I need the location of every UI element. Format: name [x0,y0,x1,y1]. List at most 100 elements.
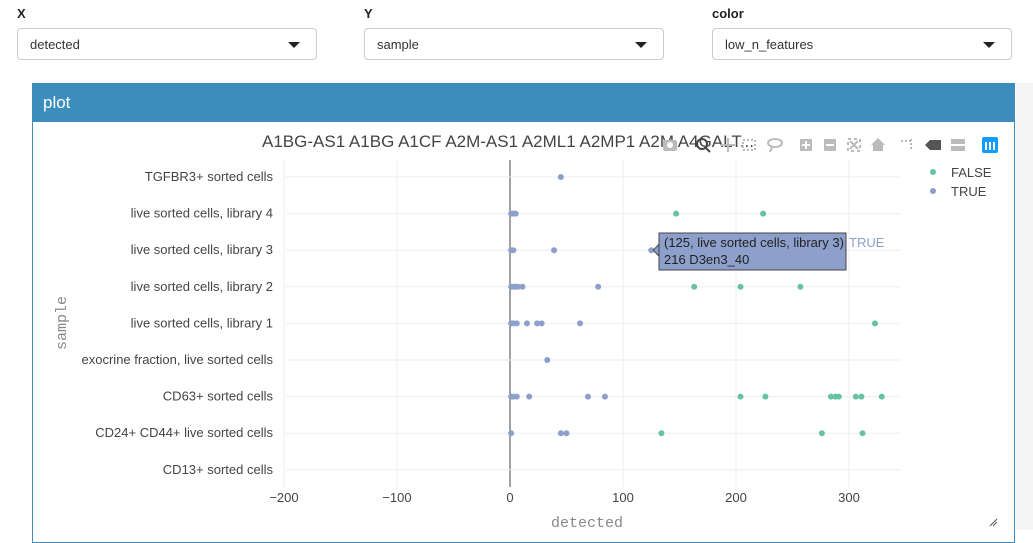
y-tick-label: CD13+ sorted cells [163,462,274,477]
data-point[interactable] [737,393,744,400]
data-point[interactable] [534,320,541,327]
grid-lines [283,160,900,487]
hover-tooltip: (125, live sorted cells, library 3) 216 … [652,232,885,271]
autoscale-icon[interactable] [847,138,861,152]
camera-icon[interactable] [663,140,677,151]
color-label: color [712,6,744,21]
data-points[interactable] [508,174,885,437]
data-point[interactable] [557,174,564,180]
data-point[interactable] [852,393,859,400]
y-tick-label: CD63+ sorted cells [163,389,274,404]
x-tick-label: −200 [269,490,298,505]
tooltip-line2: 216 D3en3_40 [664,252,749,267]
x-label: X [17,6,26,21]
data-point[interactable] [584,393,591,400]
chevron-down-icon [983,42,995,48]
x-select-value: detected [30,37,80,52]
y-select-value: sample [377,37,419,52]
data-point[interactable] [508,430,515,437]
scatter-chart[interactable]: A1BG-AS1 A1BG A1CF A2M-AS1 A2ML1 A2MP1 A… [0,0,1033,530]
data-point[interactable] [648,247,655,254]
x-tick-label: 0 [506,490,513,505]
data-point[interactable] [595,283,602,290]
data-point[interactable] [691,283,698,290]
x-tick-labels: −200 −100 0 100 200 300 [269,490,860,505]
legend-marker[interactable] [930,188,936,194]
x-axis-title: detected [551,515,623,530]
data-point[interactable] [513,393,520,400]
tooltip-box [658,232,847,271]
data-point[interactable] [859,430,866,437]
legend-label[interactable]: TRUE [951,184,987,199]
y-axis-title: sample [54,296,71,350]
data-point[interactable] [514,283,521,290]
color-select-value: low_n_features [725,37,814,52]
y-tick-label: CD24+ CD44+ live sorted cells [95,425,273,440]
data-point[interactable] [673,210,680,217]
data-point[interactable] [818,430,825,437]
resize-handle-icon[interactable] [988,517,998,527]
reset-axes-icon[interactable] [871,138,885,151]
legend-label[interactable]: FALSE [951,165,992,180]
chevron-down-icon [635,42,647,48]
data-point[interactable] [878,393,885,400]
tooltip-series: TRUE [849,235,885,250]
data-point[interactable] [538,320,545,327]
chevron-down-icon [288,42,300,48]
data-point[interactable] [601,393,608,400]
tooltip-line1: (125, live sorted cells, library 3) [664,235,844,250]
y-tick-label: exocrine fraction, live sorted cells [82,352,274,367]
y-tick-label: live sorted cells, library 3 [131,242,273,257]
data-point[interactable] [519,283,526,290]
data-point[interactable] [513,320,520,327]
modebar [663,137,998,153]
y-tick-label: live sorted cells, library 4 [131,206,273,221]
pan-icon[interactable] [721,138,735,152]
data-point[interactable] [526,393,533,400]
data-point[interactable] [544,357,551,363]
legend[interactable]: FALSE TRUE [930,165,992,199]
x-tick-label: 100 [612,490,634,505]
hover-compare-icon[interactable] [951,139,965,151]
data-point[interactable] [827,393,834,400]
legend-marker[interactable] [930,169,936,175]
y-select[interactable]: sample [364,28,664,60]
plotly-logo-icon[interactable] [982,137,998,153]
tooltip-arrow [652,242,660,258]
zoom-icon[interactable] [696,138,711,153]
y-tick-label: TGFBR3+ sorted cells [145,169,274,184]
data-point[interactable] [871,320,878,327]
panel-title: plot [33,84,1014,122]
x-tick-label: 300 [838,490,860,505]
data-point[interactable] [762,393,769,400]
data-point[interactable] [760,210,767,217]
zoom-out-icon[interactable] [824,139,836,151]
chart-title: A1BG-AS1 A1BG A1CF A2M-AS1 A2ML1 A2MP1 A… [262,132,754,151]
page-scrollbar[interactable] [1016,83,1033,530]
zoom-in-icon[interactable] [800,139,812,151]
data-point[interactable] [858,393,865,400]
data-point[interactable] [523,320,530,327]
x-select[interactable]: detected [17,28,317,60]
x-tick-label: 200 [725,490,747,505]
data-point[interactable] [797,283,804,290]
data-point[interactable] [658,430,665,437]
lasso-icon[interactable] [767,138,783,153]
color-select[interactable]: low_n_features [712,28,1012,60]
data-point[interactable] [563,430,570,437]
y-tick-label: live sorted cells, library 2 [131,279,273,294]
y-label: Y [364,6,373,21]
box-select-icon[interactable] [742,139,756,151]
x-tick-label: −100 [382,490,411,505]
data-point[interactable] [551,247,558,254]
data-point[interactable] [737,283,744,290]
data-point[interactable] [510,247,517,254]
plot-panel: plot [32,83,1015,543]
data-point[interactable] [557,430,564,437]
data-point[interactable] [512,210,519,217]
spike-lines-icon[interactable] [901,139,912,151]
data-point[interactable] [577,320,584,327]
hover-closest-icon[interactable] [925,140,941,150]
y-tick-label: live sorted cells, library 1 [131,315,273,330]
data-point[interactable] [835,393,842,400]
